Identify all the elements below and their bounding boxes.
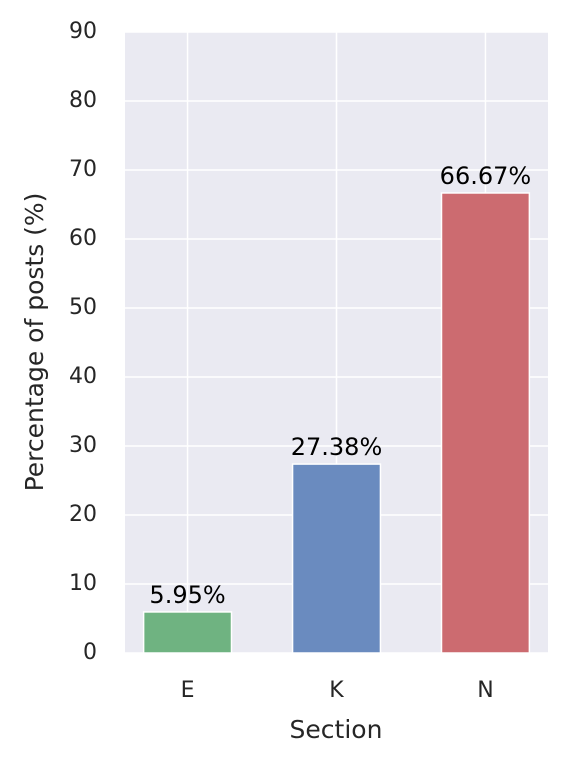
y-tick-label: 70	[69, 157, 97, 182]
bar	[440, 192, 531, 654]
x-tick-label: E	[181, 678, 195, 703]
y-tick-label: 60	[69, 226, 97, 251]
bar	[291, 463, 382, 654]
y-tick-label: 90	[69, 19, 97, 44]
y-tick-label: 50	[69, 295, 97, 320]
value-label: 27.38%	[291, 433, 383, 461]
y-tick-label: 30	[69, 433, 97, 458]
y-tick-label: 20	[69, 502, 97, 527]
y-tick-label: 40	[69, 364, 97, 389]
x-tick-label: K	[329, 678, 344, 703]
y-tick-label: 10	[69, 571, 97, 596]
y-tick-label: 0	[83, 640, 97, 665]
y-tick-label: 80	[69, 88, 97, 113]
x-tick-label: N	[477, 678, 493, 703]
x-axis-label: Section	[290, 715, 383, 744]
y-axis-label: Percentage of posts (%)	[20, 193, 49, 492]
bar	[142, 611, 233, 654]
value-label: 5.95%	[149, 581, 225, 609]
value-label: 66.67%	[440, 162, 532, 190]
